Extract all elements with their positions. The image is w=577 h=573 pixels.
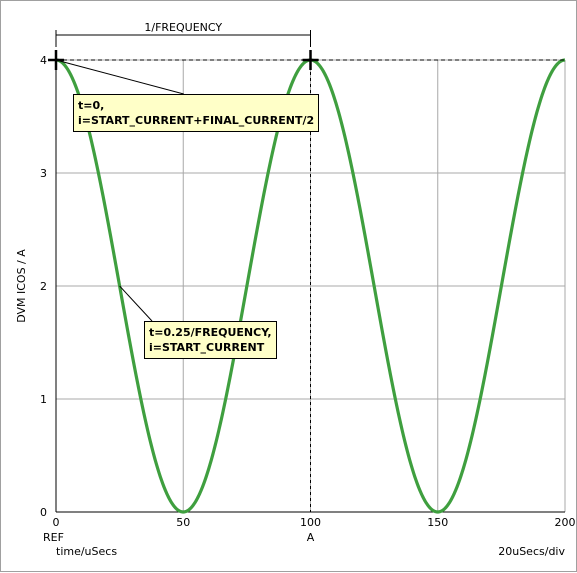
annotation-t0-line2: i=START_CURRENT+FINAL_CURRENT/2 [78,114,315,127]
x-tick-label-0: 0 [53,516,60,529]
annotation-leaders [55,59,184,322]
annotation-t0-line1: t=0, [78,99,105,112]
y-axis-label: DVM ICOS / A [15,249,28,323]
x-tick-label-150: 150 [427,516,448,529]
y-tick-label-2: 2 [40,280,47,293]
y-tick-label-1: 1 [40,393,47,406]
y-tick-label-3: 3 [40,167,47,180]
annotation-leader-1 [119,285,153,322]
annotation-leader-0 [55,59,184,95]
tick-labels: 0 50 100 150 200 0 1 2 3 4 [40,54,576,529]
marker-label-REF: REF [43,531,64,544]
y-tick-label-4: 4 [40,54,47,67]
annotation-quarter-line2: i=START_CURRENT [149,341,265,354]
x-tick-label-200: 200 [555,516,576,529]
dimension-label: 1/FREQUENCY [144,21,222,34]
annotation-quarter-line1: t=0.25/FREQUENCY, [149,326,272,339]
x-tick-label-100: 100 [300,516,321,529]
x-axis-label: time/uSecs [56,545,117,558]
x-tick-label-50: 50 [176,516,190,529]
marker-label-A: A [307,531,315,544]
scale-readout: 20uSecs/div [498,545,565,558]
annotation-box-t0: t=0, i=START_CURRENT+FINAL_CURRENT/2 [73,94,320,132]
annotation-box-quarter: t=0.25/FREQUENCY, i=START_CURRENT [144,321,277,359]
y-tick-label-0: 0 [40,506,47,519]
